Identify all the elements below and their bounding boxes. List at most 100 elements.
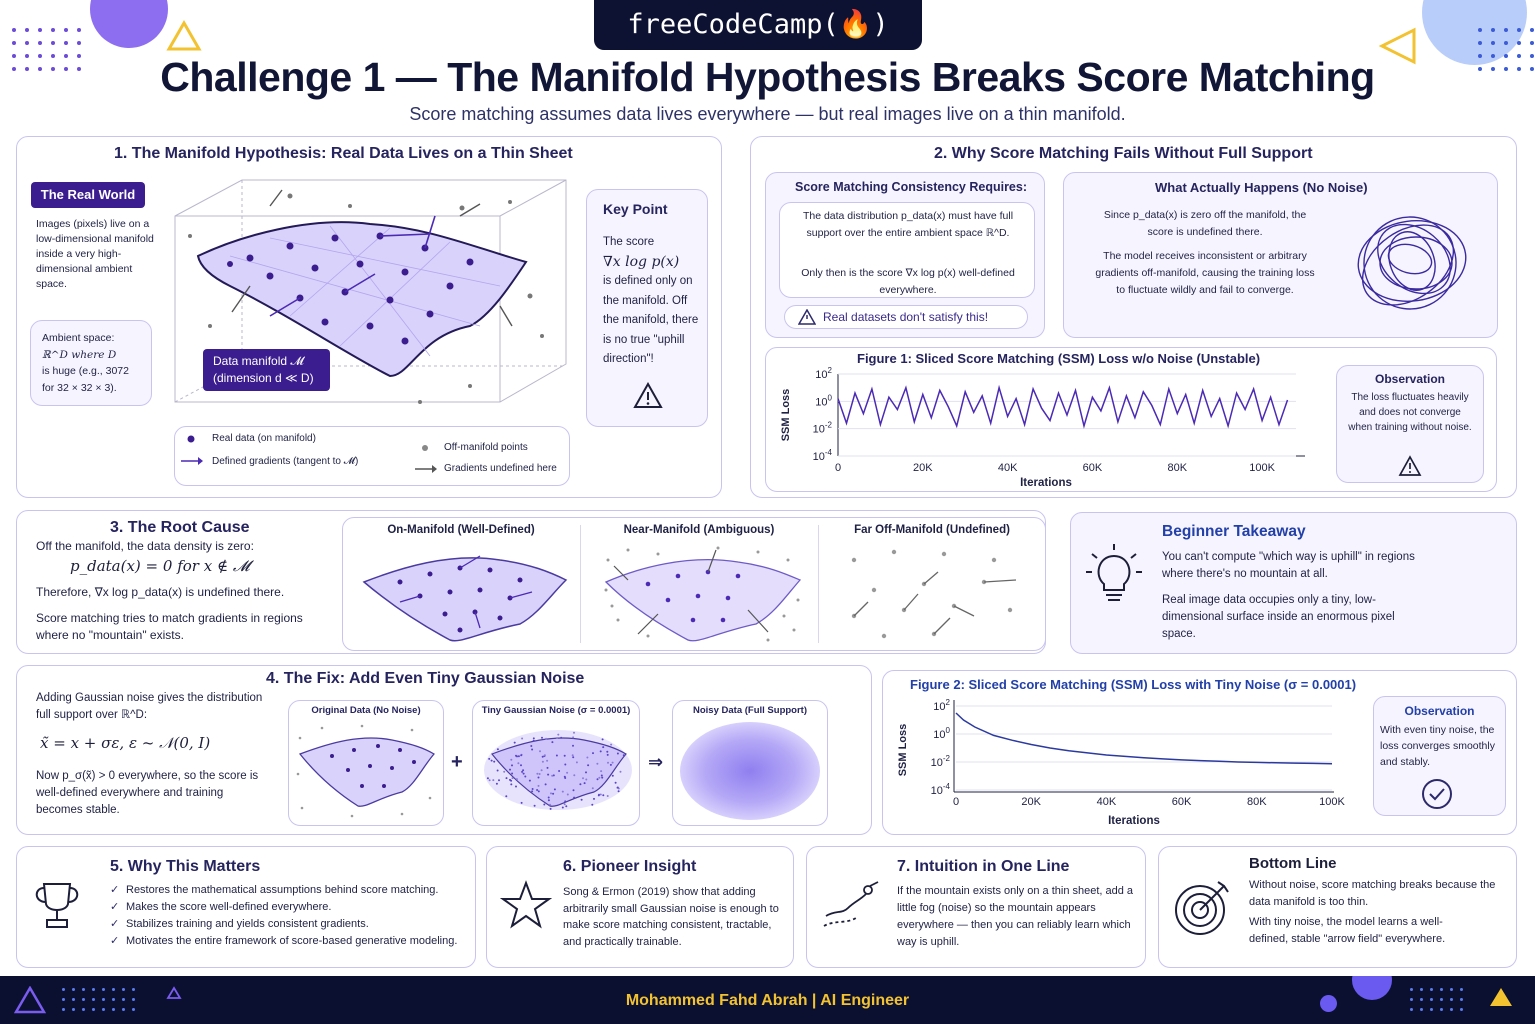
panel-far-manifold-label: Far Off-Manifold (Undefined) xyxy=(854,524,1010,536)
noise-dot xyxy=(520,754,523,757)
real-world-text: Images (pixels) live on a low-dimensiona… xyxy=(36,218,154,290)
section-4-line-2: Now p_σ(x̃) > 0 everywhere, so the score… xyxy=(36,770,259,816)
noise-dot xyxy=(551,741,554,744)
root-cause-divider-2 xyxy=(818,525,819,643)
what-happens-text-2: The model receives inconsistent or arbit… xyxy=(1095,250,1315,296)
noise-dot xyxy=(609,763,612,766)
key-point-line-3: is defined only on the manifold. Off the… xyxy=(603,275,699,365)
x-tick-label: 0 xyxy=(835,462,841,474)
noise-dot xyxy=(601,738,604,741)
observation-1-text: The loss fluctuates heavily and does not… xyxy=(1348,392,1472,433)
noise-dot xyxy=(575,761,578,764)
figure-2-series xyxy=(955,712,1333,765)
section-5-item: Stabilizes training and yields consisten… xyxy=(110,916,470,933)
noise-dot xyxy=(549,803,551,806)
noise-dot xyxy=(511,777,514,780)
noise-dot xyxy=(566,793,569,796)
y-tick-label: 102 xyxy=(933,698,950,713)
figure-2-xticks: 0 20K 40K 60K 80K 100K xyxy=(953,796,1346,808)
footer-dots-right xyxy=(1410,988,1463,1011)
noise-dot xyxy=(543,803,546,806)
noise-dot xyxy=(510,758,513,761)
legend-undefined-arrow-icon xyxy=(415,465,437,473)
section-1-legend xyxy=(174,426,570,486)
observation-1-title: Observation xyxy=(1374,372,1446,386)
noise-dot xyxy=(571,754,574,757)
section-7-panel xyxy=(806,846,1146,968)
noise-dot xyxy=(505,795,508,798)
y-tick-label: 102 xyxy=(815,366,832,381)
brand-name: freeCodeCamp(🔥) xyxy=(627,9,889,40)
noise-dot xyxy=(611,774,614,777)
section-4-line-1: Adding Gaussian noise gives the distribu… xyxy=(36,692,263,721)
noise-dot xyxy=(515,778,518,781)
noise-dot xyxy=(537,784,540,787)
noisy-data-cloud xyxy=(680,722,820,820)
noise-dot xyxy=(488,757,491,760)
noise-dot xyxy=(537,776,540,779)
legend-defined-gradients: Defined gradients (tangent to 𝓜) xyxy=(212,456,359,467)
noise-dot xyxy=(602,794,605,797)
noise-dot xyxy=(510,779,513,782)
y-tick-label: 10-4 xyxy=(813,448,833,463)
noise-dot xyxy=(558,770,561,772)
decor-circle-top-left xyxy=(90,0,168,48)
noise-dot xyxy=(498,779,500,782)
x-tick-label: 20K xyxy=(1021,796,1041,808)
noise-dot xyxy=(580,798,583,801)
noise-dot xyxy=(606,795,609,797)
noise-dot xyxy=(602,746,605,749)
noise-dot xyxy=(550,792,552,795)
noise-dot xyxy=(505,777,508,780)
ambient-space-box xyxy=(30,320,152,406)
noise-dot xyxy=(565,805,568,808)
section-1-title: 1. The Manifold Hypothesis: Real Data Li… xyxy=(114,145,573,162)
noise-dot xyxy=(598,793,600,796)
footer-triangle-right xyxy=(1490,988,1512,1006)
noise-dot xyxy=(596,778,599,781)
noise-dot xyxy=(573,774,576,777)
footer-dots-left xyxy=(62,988,135,1011)
figure-2-yticks: 10-4 10-2 100 102 xyxy=(931,698,951,797)
legend-arrow-icon xyxy=(181,457,203,465)
noise-dot xyxy=(616,752,619,755)
noise-dot xyxy=(572,756,575,759)
panel-on-manifold-label: On-Manifold (Well-Defined) xyxy=(387,524,535,536)
page-title: Challenge 1 — The Manifold Hypothesis Br… xyxy=(160,54,1375,100)
noise-dot xyxy=(563,803,566,806)
ambient-line-1: Ambient space: xyxy=(42,332,115,344)
noise-dot xyxy=(531,788,534,790)
bottom-line-panel xyxy=(1158,846,1517,968)
noise-dot xyxy=(530,745,533,747)
legend-undefined-gradients: Gradients undefined here xyxy=(444,463,557,474)
beginner-takeaway-line-2: Real image data occupies only a tiny, lo… xyxy=(1162,594,1395,640)
page-subtitle: Score matching assumes data lives everyw… xyxy=(409,104,1126,124)
noise-dot xyxy=(496,769,499,772)
x-tick-label: 20K xyxy=(913,462,933,474)
far-manifold-diagram xyxy=(851,549,1017,639)
section-3-line-2: Therefore, ∇x log p_data(x) is undefined… xyxy=(36,585,285,599)
manifold-label: Data manifold 𝓜 (dimension d ≪ D) xyxy=(203,349,330,391)
figure-2-ylabel: SSM Loss xyxy=(897,724,909,777)
section-5-title: 5. Why This Matters xyxy=(110,858,261,875)
y-tick-label: 10-2 xyxy=(931,754,951,769)
x-tick-label: 80K xyxy=(1167,462,1187,474)
near-manifold-diagram xyxy=(604,546,802,642)
tiny-noise-dots xyxy=(486,731,625,810)
noise-dot xyxy=(539,750,541,753)
noise-dot xyxy=(622,754,625,757)
ambient-line-4: for 32 × 32 × 3). xyxy=(42,381,117,394)
on-manifold-diagram xyxy=(362,555,568,642)
noise-dot xyxy=(510,783,513,786)
noise-dot xyxy=(600,774,603,777)
tiny-noise-diagram xyxy=(484,730,632,810)
y-tick-label: 100 xyxy=(933,726,950,741)
lightbulb-icon xyxy=(1086,544,1142,601)
footer-triangle-small xyxy=(166,986,182,999)
section-3-equation: p_data(x) = 0 for x ∉ 𝓜 xyxy=(70,557,250,575)
noise-dot xyxy=(531,748,534,751)
figure-1-xlabel: Iterations xyxy=(1020,477,1072,489)
noise-dot xyxy=(551,774,554,777)
noise-dot xyxy=(560,736,563,739)
key-point-line-2: ∇x log p(x) xyxy=(603,253,680,270)
